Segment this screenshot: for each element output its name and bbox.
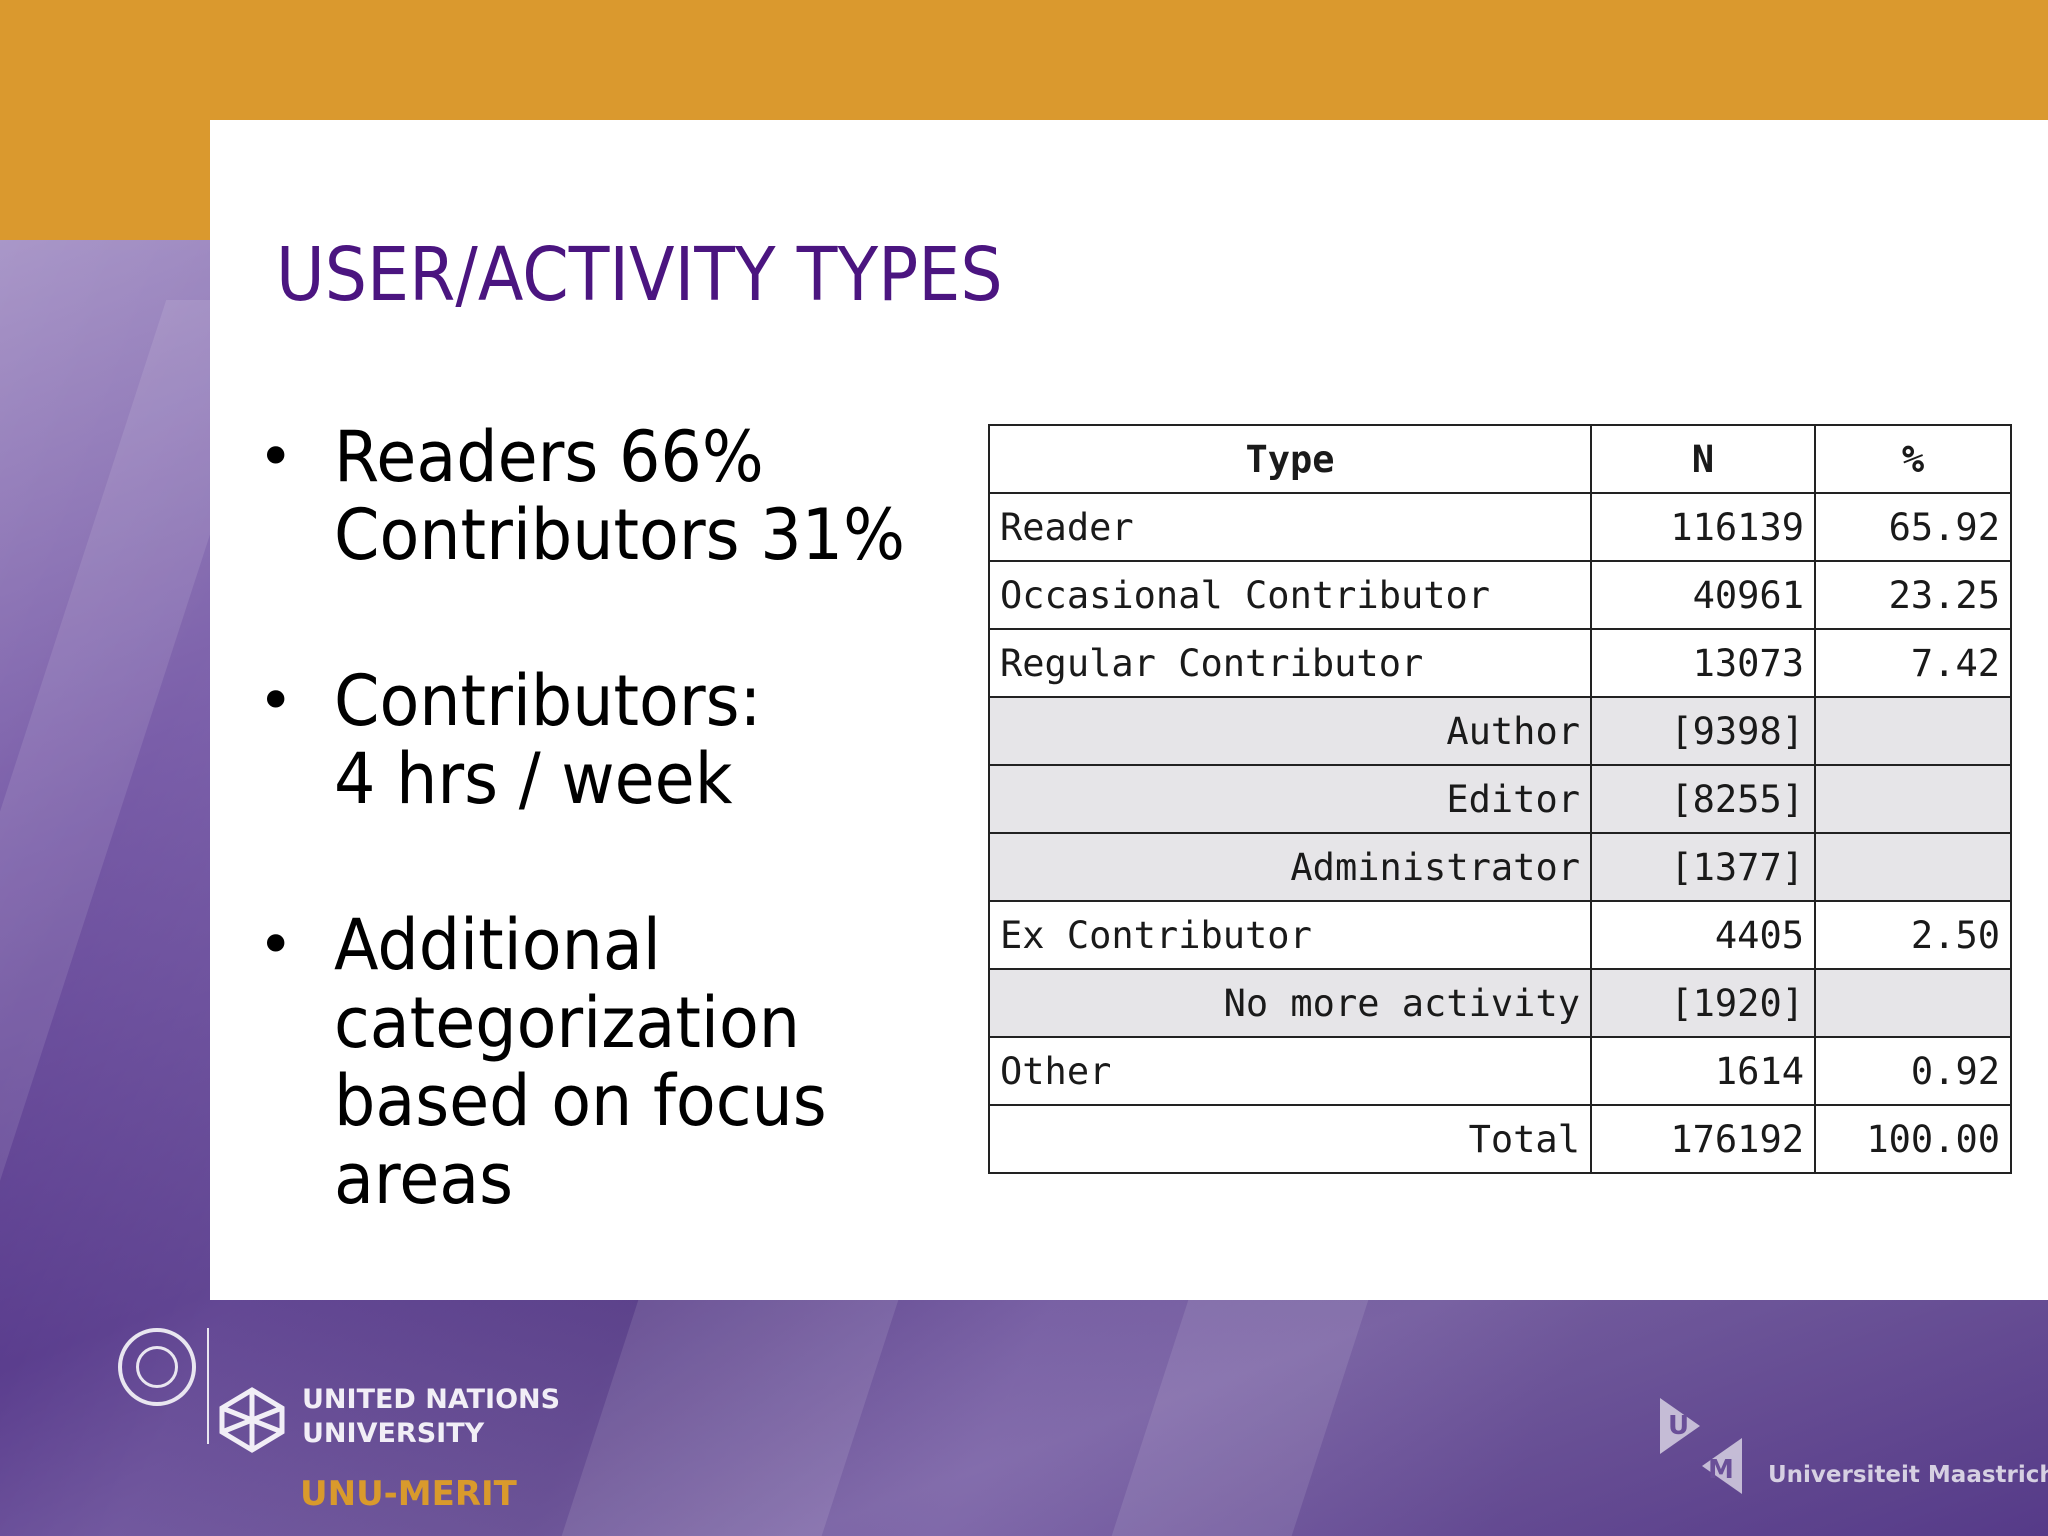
- cell-type: Administrator: [988, 832, 1592, 902]
- table-row: Occasional Contributor 40961 23.25: [988, 560, 2012, 630]
- cell-percent: 0.92: [1814, 1036, 2012, 1106]
- bullet-item: • Contributors: 4 hrs / week: [258, 662, 958, 818]
- table-row: Other 1614 0.92: [988, 1036, 2012, 1106]
- cell-percent: [1814, 764, 2012, 834]
- column-header-n: N: [1590, 424, 1816, 494]
- slide-title: USER/ACTIVITY TYPES: [276, 232, 1003, 318]
- table-header-row: Type N %: [988, 424, 2012, 494]
- cell-type: Total: [988, 1104, 1592, 1174]
- cell-type: Author: [988, 696, 1592, 766]
- um-logo-icon: U M: [1660, 1398, 1742, 1494]
- user-types-table: Type N % Reader 116139 65.92 Occasional …: [988, 424, 2012, 1174]
- table-row: Ex Contributor 4405 2.50: [988, 900, 2012, 970]
- cell-type: Occasional Contributor: [988, 560, 1592, 630]
- cell-percent: 2.50: [1814, 900, 2012, 970]
- table-total-row: Total 176192 100.00: [988, 1104, 2012, 1174]
- column-header-type: Type: [988, 424, 1592, 494]
- table-row: Reader 116139 65.92: [988, 492, 2012, 562]
- bullet-list: • Readers 66% Contributors 31% • Contrib…: [258, 418, 958, 1306]
- column-header-percent: %: [1814, 424, 2012, 494]
- cell-type: Regular Contributor: [988, 628, 1592, 698]
- table-row: Author [9398]: [988, 696, 2012, 766]
- cell-type: Ex Contributor: [988, 900, 1592, 970]
- bullet-item: • Additional categorization based on foc…: [258, 906, 958, 1218]
- un-emblem-icon: [118, 1328, 196, 1406]
- table-row: Administrator [1377]: [988, 832, 2012, 902]
- um-name: Universiteit Maastricht: [1768, 1462, 2048, 1488]
- unu-merit-label: UNU-MERIT: [300, 1474, 517, 1514]
- cell-percent: [1814, 832, 2012, 902]
- table-row: Regular Contributor 13073 7.42: [988, 628, 2012, 698]
- cell-percent: 65.92: [1814, 492, 2012, 562]
- cell-n: [1377]: [1590, 832, 1816, 902]
- bullet-text: Contributors: 4 hrs / week: [334, 660, 762, 820]
- cell-n: 116139: [1590, 492, 1816, 562]
- cell-n: [9398]: [1590, 696, 1816, 766]
- logo-divider: [207, 1328, 209, 1444]
- bullet-item: • Readers 66% Contributors 31%: [258, 418, 958, 574]
- bullet-dot-icon: •: [258, 666, 294, 736]
- unu-logo-icon: [219, 1387, 285, 1453]
- cell-n: 1614: [1590, 1036, 1816, 1106]
- cell-n: 40961: [1590, 560, 1816, 630]
- cell-type: Other: [988, 1036, 1592, 1106]
- cell-n: [8255]: [1590, 764, 1816, 834]
- cell-n: 4405: [1590, 900, 1816, 970]
- cell-n: [1920]: [1590, 968, 1816, 1038]
- unu-name: UNITED NATIONS UNIVERSITY: [302, 1384, 561, 1449]
- cell-percent: 23.25: [1814, 560, 2012, 630]
- cell-n: 13073: [1590, 628, 1816, 698]
- bullet-dot-icon: •: [258, 422, 294, 492]
- table-row: Editor [8255]: [988, 764, 2012, 834]
- cell-type: Editor: [988, 764, 1592, 834]
- cell-percent: [1814, 696, 2012, 766]
- cell-percent: 100.00: [1814, 1104, 2012, 1174]
- cell-n: 176192: [1590, 1104, 1816, 1174]
- cell-percent: 7.42: [1814, 628, 2012, 698]
- bullet-dot-icon: •: [258, 910, 294, 980]
- table-row: No more activity [1920]: [988, 968, 2012, 1038]
- bullet-text: Additional categorization based on focus…: [334, 904, 827, 1220]
- bullet-text: Readers 66% Contributors 31%: [334, 416, 905, 576]
- um-letter-m: M: [1708, 1455, 1734, 1485]
- cell-type: No more activity: [988, 968, 1592, 1038]
- cell-percent: [1814, 968, 2012, 1038]
- cell-type: Reader: [988, 492, 1592, 562]
- um-letter-u: U: [1668, 1411, 1689, 1441]
